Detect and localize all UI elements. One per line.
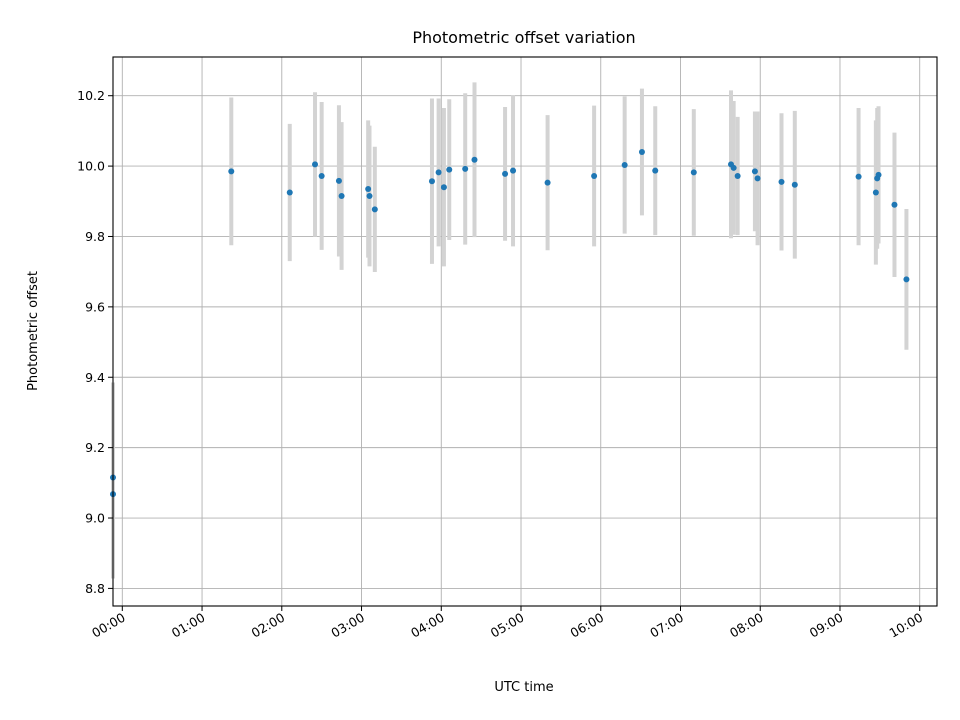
data-point — [502, 170, 509, 177]
y-axis: 8.8 9.0 9.2 9.4 9.6 9.8 10.0 10.2 — [77, 88, 113, 596]
x-tick-label: 05:00 — [488, 610, 527, 641]
x-tick-label: 04:00 — [408, 610, 447, 641]
data-point — [872, 189, 879, 196]
x-tick-label: 07:00 — [647, 610, 686, 641]
data-point — [855, 173, 862, 180]
data-point — [366, 193, 373, 200]
y-tick-label: 10.2 — [77, 88, 105, 103]
x-tick-label: 02:00 — [249, 610, 288, 641]
x-tick-label: 09:00 — [807, 610, 846, 641]
x-axis: 00:00 01:00 02:00 03:00 04:00 05:00 06:00 07:00… — [89, 606, 925, 641]
data-point — [446, 166, 453, 173]
data-point — [791, 181, 798, 188]
data-point — [440, 184, 447, 191]
data-point — [734, 172, 741, 179]
data-point — [312, 161, 319, 168]
data-point — [286, 189, 293, 196]
x-tick-label: 10:00 — [887, 610, 926, 641]
data-point — [318, 172, 325, 179]
data-point — [544, 179, 551, 186]
data-point — [751, 168, 758, 175]
data-point — [591, 172, 598, 179]
data-point — [778, 178, 785, 185]
x-tick-label: 08:00 — [727, 610, 766, 641]
x-tick-label: 03:00 — [328, 610, 367, 641]
y-tick-label: 10.0 — [77, 159, 105, 174]
y-tick-label: 9.8 — [85, 229, 105, 244]
data-point — [435, 169, 442, 176]
y-tick-label: 9.2 — [85, 440, 105, 455]
data-point — [228, 168, 235, 175]
x-tick-label: 06:00 — [568, 610, 607, 641]
data-point — [754, 175, 761, 182]
x-tick-label: 01:00 — [169, 610, 208, 641]
y-tick-label: 9.4 — [85, 370, 105, 385]
y-tick-label: 8.8 — [85, 581, 105, 596]
grid — [113, 57, 937, 606]
data-point — [471, 156, 478, 163]
y-axis-label: Photometric offset — [26, 271, 41, 391]
data-point — [903, 276, 910, 283]
data-point — [338, 193, 345, 200]
y-tick-label: 9.6 — [85, 299, 105, 314]
data-points — [110, 149, 910, 498]
data-point — [730, 164, 737, 171]
data-point — [652, 167, 659, 174]
data-point — [638, 149, 645, 156]
data-point — [365, 185, 372, 192]
plot-frame — [112, 56, 938, 607]
data-point — [875, 171, 882, 178]
data-point — [335, 177, 342, 184]
x-axis-label: UTC time — [494, 680, 553, 695]
data-point — [690, 169, 697, 176]
data-point — [462, 165, 469, 172]
y-tick-label: 9.0 — [85, 511, 105, 526]
data-point — [891, 201, 898, 208]
chart-title: Photometric offset variation — [412, 28, 635, 47]
data-point — [621, 162, 628, 169]
data-point — [428, 178, 435, 185]
data-point — [371, 206, 378, 213]
x-tick-label: 00:00 — [89, 610, 128, 641]
error-bars — [111, 82, 909, 579]
data-point — [510, 167, 517, 174]
